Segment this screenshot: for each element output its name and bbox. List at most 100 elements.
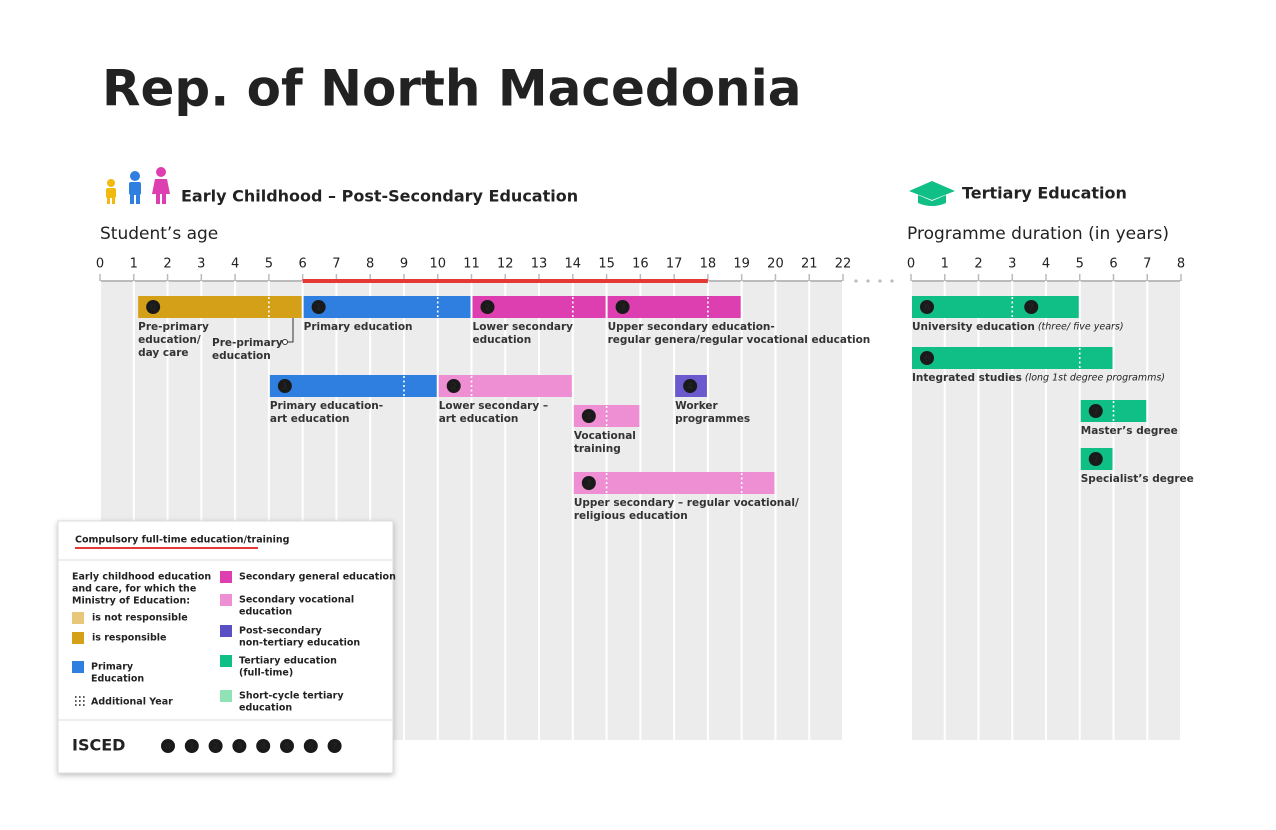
legend-compulsory: Compulsory full-time education/training xyxy=(75,535,289,546)
legend-isced-badge xyxy=(232,739,247,753)
programme-label: training xyxy=(574,443,621,455)
isced-badge xyxy=(920,300,934,314)
legend-label: education xyxy=(239,703,292,714)
isced-badge xyxy=(1024,300,1039,314)
tick-label: 16 xyxy=(632,257,649,272)
isced-level: 3 xyxy=(586,479,592,489)
axis-break xyxy=(854,279,894,283)
programme-label: Worker xyxy=(675,400,718,412)
tick-label: 4 xyxy=(1042,257,1050,272)
legend-label: Primary xyxy=(91,662,134,673)
programme-label: Pre-primary xyxy=(138,321,209,333)
tick-label: 20 xyxy=(767,257,784,272)
programme-note: (three/ five years) xyxy=(1038,322,1124,333)
left-heading: Early Childhood – Post-Secondary Educati… xyxy=(181,187,578,206)
programme-bar xyxy=(573,472,775,494)
tick-label: 19 xyxy=(733,257,750,272)
tick-label: 11 xyxy=(463,257,480,272)
tick-label: 6 xyxy=(1109,257,1117,272)
legend-label: (full-time) xyxy=(239,668,293,679)
right-axis-title: Programme duration (in years) xyxy=(907,224,1169,244)
legend-isced-badge xyxy=(184,739,199,753)
isced-level: 6 xyxy=(924,303,930,313)
programme-bar xyxy=(912,347,1113,369)
isced-level: 4 xyxy=(687,382,693,392)
pre-primary-note: Pre-primary xyxy=(212,337,283,349)
legend-label: education xyxy=(239,607,292,618)
programme-bar xyxy=(269,375,437,397)
legend-isced-badge xyxy=(303,739,318,753)
isced-badge xyxy=(920,351,934,365)
legend-swatch xyxy=(72,612,84,624)
legend-isced-badge xyxy=(256,739,271,753)
children-icon xyxy=(106,167,170,204)
legend-swatch xyxy=(220,571,232,583)
isced-level: 7 xyxy=(1028,303,1034,313)
tick-label: 22 xyxy=(835,257,852,272)
tick-label: 12 xyxy=(497,257,514,272)
pre-primary-note: education xyxy=(212,350,271,362)
programme-label: regular genera/regular vocational educat… xyxy=(608,334,871,346)
right-heading: Tertiary Education xyxy=(962,184,1127,203)
isced-level: 2 xyxy=(484,303,490,313)
tick-label: 17 xyxy=(666,257,683,272)
programme-label: Integrated studies xyxy=(912,372,1022,384)
programme-label: Primary education- xyxy=(270,400,383,412)
isced-level: 7 xyxy=(1093,407,1099,417)
legend-isced-level: 7 xyxy=(331,742,337,752)
programme-bar xyxy=(138,296,302,318)
pre-primary-connector xyxy=(282,318,294,345)
legend: Compulsory full-time education/training … xyxy=(57,520,394,774)
legend-isced-title: ISCED xyxy=(72,736,125,755)
legend-label: is not responsible xyxy=(92,613,188,624)
isced-badge xyxy=(581,476,596,490)
tick-label: 2 xyxy=(974,257,982,272)
programme-bar xyxy=(912,296,1079,318)
tick-label: 18 xyxy=(700,257,717,272)
legend-isced-level: 1 xyxy=(189,742,195,752)
title: Rep. of North Macedonia xyxy=(102,60,802,118)
programme-label: programmes xyxy=(675,413,750,425)
tick-label: 3 xyxy=(197,257,205,272)
legend-label: Secondary vocational xyxy=(239,595,354,606)
programme-label: education xyxy=(473,334,532,346)
programme-label: Upper secondary education- xyxy=(608,321,775,333)
tick-label: 8 xyxy=(1177,257,1185,272)
legend-swatch xyxy=(220,655,232,667)
legend-additional-year: Additional Year xyxy=(91,697,173,708)
legend-label: is responsible xyxy=(92,633,167,644)
isced-level: 1 xyxy=(316,303,322,313)
tick-label: 10 xyxy=(429,257,446,272)
legend-label: non-tertiary education xyxy=(239,638,360,649)
tick-label: 1 xyxy=(941,257,949,272)
isced-badge xyxy=(146,300,161,314)
isced-badge xyxy=(277,379,292,393)
tick-label: 15 xyxy=(598,257,615,272)
isced-level: 3 xyxy=(586,412,592,422)
programme-label: Lower secondary – xyxy=(439,400,548,412)
legend-label: Secondary general education xyxy=(239,572,396,583)
legend-label: Post-secondary xyxy=(239,626,323,637)
tick-label: 5 xyxy=(265,257,273,272)
cap-icon xyxy=(909,181,955,206)
tick-label: 7 xyxy=(332,257,340,272)
legend-isced-level: 2 xyxy=(212,742,218,752)
programme-label: Master’s degree xyxy=(1081,425,1178,437)
tick-label: 9 xyxy=(400,257,408,272)
programme-bar xyxy=(303,296,471,318)
isced-badge xyxy=(446,379,461,393)
legend-ecec-heading: Early childhood education xyxy=(72,572,211,583)
programme-label: Primary education xyxy=(304,321,413,333)
legend-ecec-heading: and care, for which the xyxy=(72,584,196,595)
tick-label: 14 xyxy=(565,257,582,272)
programme-label: Upper secondary – regular vocational/ xyxy=(574,497,799,509)
tick-label: 0 xyxy=(907,257,915,272)
tick-label: 3 xyxy=(1008,257,1016,272)
tick-label: 6 xyxy=(298,257,306,272)
isced-badge xyxy=(581,409,596,423)
legend-isced-level: 3 xyxy=(236,742,242,752)
isced-badge xyxy=(615,300,630,314)
legend-ecec-heading: Ministry of Education: xyxy=(72,596,190,607)
legend-isced-level: 4 xyxy=(260,742,266,752)
